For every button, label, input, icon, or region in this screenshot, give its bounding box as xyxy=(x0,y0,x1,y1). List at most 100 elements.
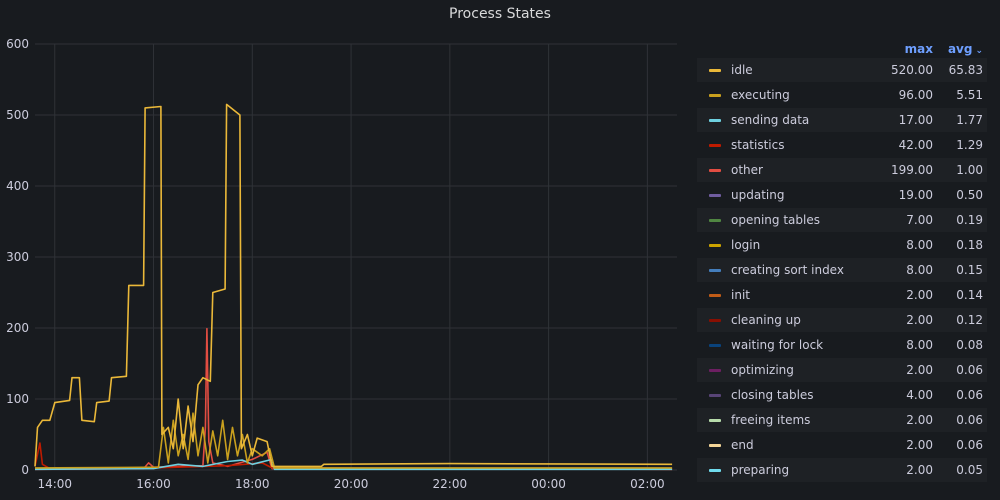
legend-swatch xyxy=(709,293,721,297)
legend-max-value: 2.00 xyxy=(906,363,933,377)
legend-item-init[interactable]: init 2.00 0.14 xyxy=(697,283,987,307)
series-line-statistics xyxy=(34,442,673,471)
legend-item-opening-tables[interactable]: opening tables 7.00 0.19 xyxy=(697,208,987,232)
legend-avg-value: 0.12 xyxy=(956,313,983,327)
legend-max-value: 520.00 xyxy=(891,63,933,77)
legend-label: optimizing xyxy=(731,363,794,377)
legend-label: end xyxy=(731,438,754,452)
legend-label: updating xyxy=(731,188,785,202)
legend-max-value: 2.00 xyxy=(906,438,933,452)
legend-label: opening tables xyxy=(731,213,820,227)
legend-item-cleaning-up[interactable]: cleaning up 2.00 0.12 xyxy=(697,308,987,332)
legend-item-closing-tables[interactable]: closing tables 4.00 0.06 xyxy=(697,383,987,407)
legend-item-end[interactable]: end 2.00 0.06 xyxy=(697,433,987,457)
legend-label: creating sort index xyxy=(731,263,844,277)
legend-avg-value: 1.77 xyxy=(956,113,983,127)
legend-label: executing xyxy=(731,88,790,102)
legend-item-sending-data[interactable]: sending data 17.00 1.77 xyxy=(697,108,987,132)
legend-label: closing tables xyxy=(731,388,814,402)
legend-header: max avg ⌄ xyxy=(697,40,987,58)
legend-swatch xyxy=(709,93,721,97)
legend-label: preparing xyxy=(731,463,790,477)
legend-swatch xyxy=(709,143,721,147)
legend-item-login[interactable]: login 8.00 0.18 xyxy=(697,233,987,257)
legend-max-value: 42.00 xyxy=(898,138,933,152)
legend-avg-value: 1.00 xyxy=(956,163,983,177)
legend-avg-value: 0.06 xyxy=(956,388,983,402)
legend-avg-value: 0.06 xyxy=(956,413,983,427)
legend-swatch xyxy=(709,393,721,397)
series-line-executing xyxy=(34,412,673,469)
legend: max avg ⌄ idle 520.00 65.83 executing 96.00 5.… xyxy=(697,40,987,483)
legend-item-other[interactable]: other 199.00 1.00 xyxy=(697,158,987,182)
legend-swatch xyxy=(709,243,721,247)
x-tick-label: 20:00 xyxy=(334,477,369,491)
legend-label: statistics xyxy=(731,138,785,152)
legend-avg-value: 0.19 xyxy=(956,213,983,227)
legend-avg-value: 0.50 xyxy=(956,188,983,202)
legend-swatch xyxy=(709,418,721,422)
legend-item-statistics[interactable]: statistics 42.00 1.29 xyxy=(697,133,987,157)
x-tick-label: 14:00 xyxy=(37,477,72,491)
legend-item-idle[interactable]: idle 520.00 65.83 xyxy=(697,58,987,82)
legend-max-value: 17.00 xyxy=(898,113,933,127)
legend-max-value: 4.00 xyxy=(906,388,933,402)
legend-avg-value: 0.08 xyxy=(956,338,983,352)
legend-max-value: 19.00 xyxy=(898,188,933,202)
legend-swatch xyxy=(709,318,721,322)
y-tick-label: 200 xyxy=(6,321,29,335)
y-tick-label: 600 xyxy=(6,37,29,51)
legend-swatch xyxy=(709,193,721,197)
legend-max-value: 96.00 xyxy=(898,88,933,102)
y-tick-label: 100 xyxy=(6,392,29,406)
x-tick-label: 22:00 xyxy=(433,477,468,491)
legend-avg-header[interactable]: avg ⌄ xyxy=(933,42,987,56)
legend-max-value: 2.00 xyxy=(906,288,933,302)
legend-max-value: 8.00 xyxy=(906,238,933,252)
y-tick-label: 500 xyxy=(6,108,29,122)
legend-avg-value: 0.06 xyxy=(956,363,983,377)
legend-max-value: 199.00 xyxy=(891,163,933,177)
legend-item-creating-sort-index[interactable]: creating sort index 8.00 0.15 xyxy=(697,258,987,282)
legend-item-executing[interactable]: executing 96.00 5.51 xyxy=(697,83,987,107)
line-chart[interactable]: 0 100 200 300 400 500 600 14:00 16:00 18:00 20:00 2… xyxy=(0,30,690,500)
legend-label: login xyxy=(731,238,761,252)
legend-avg-value: 0.14 xyxy=(956,288,983,302)
legend-avg-value: 0.18 xyxy=(956,238,983,252)
legend-avg-value: 0.05 xyxy=(956,463,983,477)
legend-avg-value: 65.83 xyxy=(948,63,983,77)
series-line-idle xyxy=(34,103,673,468)
chart-title[interactable]: Process States xyxy=(449,6,551,22)
legend-swatch xyxy=(709,118,721,122)
legend-item-waiting-for-lock[interactable]: waiting for lock 8.00 0.08 xyxy=(697,333,987,357)
legend-max-value: 2.00 xyxy=(906,313,933,327)
legend-max-value: 8.00 xyxy=(906,263,933,277)
legend-label: freeing items xyxy=(731,413,811,427)
legend-label: sending data xyxy=(731,113,810,127)
x-tick-label: 00:00 xyxy=(531,477,566,491)
y-tick-label: 0 xyxy=(21,463,29,477)
legend-item-optimizing[interactable]: optimizing 2.00 0.06 xyxy=(697,358,987,382)
legend-item-updating[interactable]: updating 19.00 0.50 xyxy=(697,183,987,207)
legend-max-value: 2.00 xyxy=(906,413,933,427)
legend-item-freeing-items[interactable]: freeing items 2.00 0.06 xyxy=(697,408,987,432)
legend-label: idle xyxy=(731,63,753,77)
legend-avg-header-label: avg xyxy=(947,42,973,56)
legend-swatch xyxy=(709,68,721,72)
legend-item-preparing[interactable]: preparing 2.00 0.05 xyxy=(697,458,987,482)
legend-label: waiting for lock xyxy=(731,338,824,352)
legend-rows: idle 520.00 65.83 executing 96.00 5.51 sending… xyxy=(697,58,987,482)
legend-swatch xyxy=(709,218,721,222)
legend-label: cleaning up xyxy=(731,313,801,327)
legend-max-value: 2.00 xyxy=(906,463,933,477)
legend-label: other xyxy=(731,163,763,177)
legend-avg-value: 1.29 xyxy=(956,138,983,152)
legend-swatch xyxy=(709,443,721,447)
legend-swatch xyxy=(709,368,721,372)
legend-swatch xyxy=(709,168,721,172)
x-tick-label: 18:00 xyxy=(235,477,270,491)
legend-max-header[interactable]: max xyxy=(904,42,933,56)
legend-avg-value: 5.51 xyxy=(956,88,983,102)
legend-avg-value: 0.15 xyxy=(956,263,983,277)
